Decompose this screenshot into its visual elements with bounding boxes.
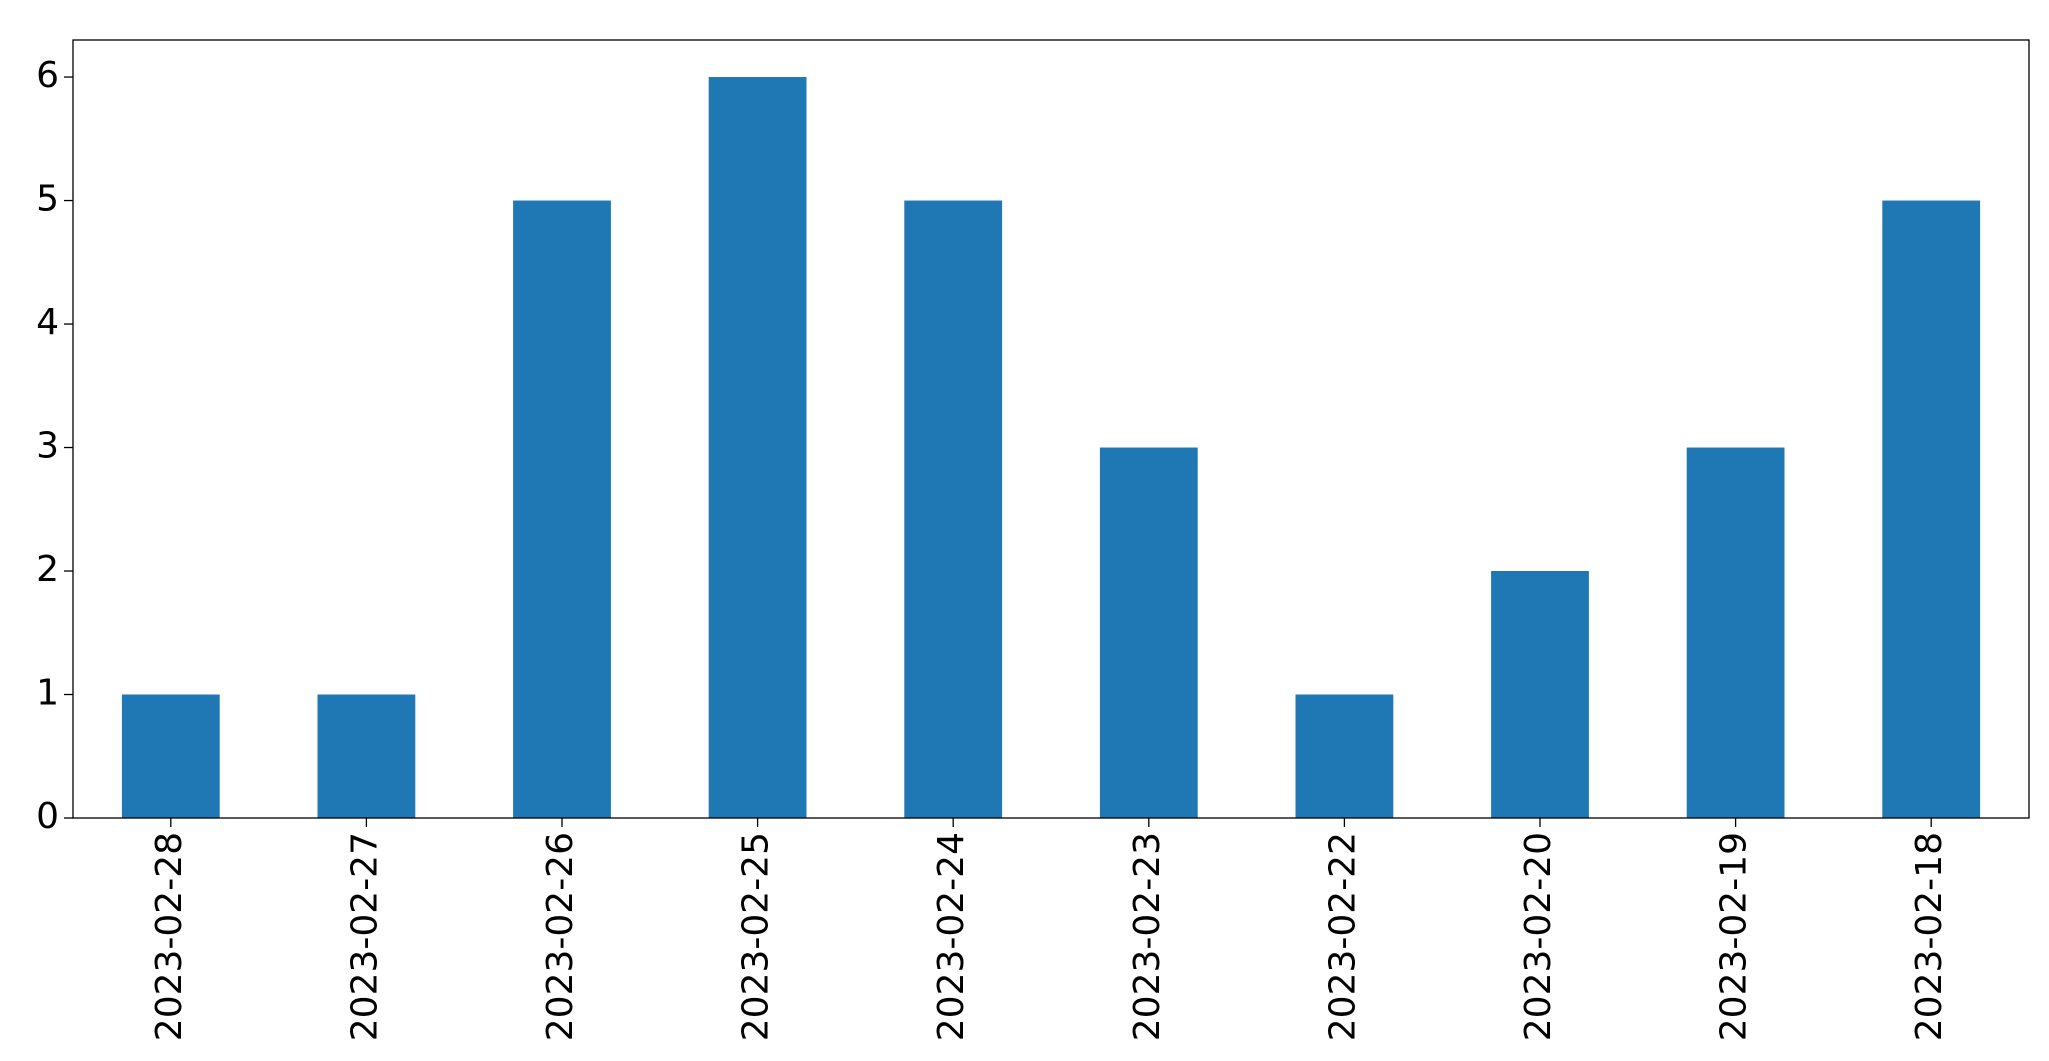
bar [1099,447,1198,818]
bar [1686,447,1785,818]
bar [121,694,220,818]
y-tick-label: 3 [36,426,59,467]
x-tick-label: 2023-02-18 [1909,832,1950,1041]
bar [1491,571,1589,818]
y-tick-label: 0 [36,796,59,837]
x-tick-label: 2023-02-26 [540,832,581,1041]
bar [708,77,807,819]
y-tick-label: 2 [36,549,59,590]
bar [1295,694,1394,818]
x-tick-label: 2023-02-22 [1322,832,1363,1041]
x-tick-label: 2023-02-28 [149,832,190,1041]
x-tick-label: 2023-02-27 [344,832,385,1041]
x-tick-label: 2023-02-24 [931,832,972,1041]
y-tick-label: 1 [36,673,59,714]
bar [513,200,611,819]
y-tick-label: 4 [36,302,59,343]
x-tick-label: 2023-02-19 [1714,832,1755,1041]
y-tick-label: 6 [36,55,59,96]
bar [317,694,416,818]
x-tick-label: 2023-02-20 [1518,832,1559,1041]
y-tick-label: 5 [36,179,59,220]
bar [904,200,1003,819]
x-tick-label: 2023-02-25 [736,832,777,1041]
x-tick-label: 2023-02-23 [1127,832,1168,1041]
plot-frame [72,39,2030,819]
bar [1882,200,1981,819]
